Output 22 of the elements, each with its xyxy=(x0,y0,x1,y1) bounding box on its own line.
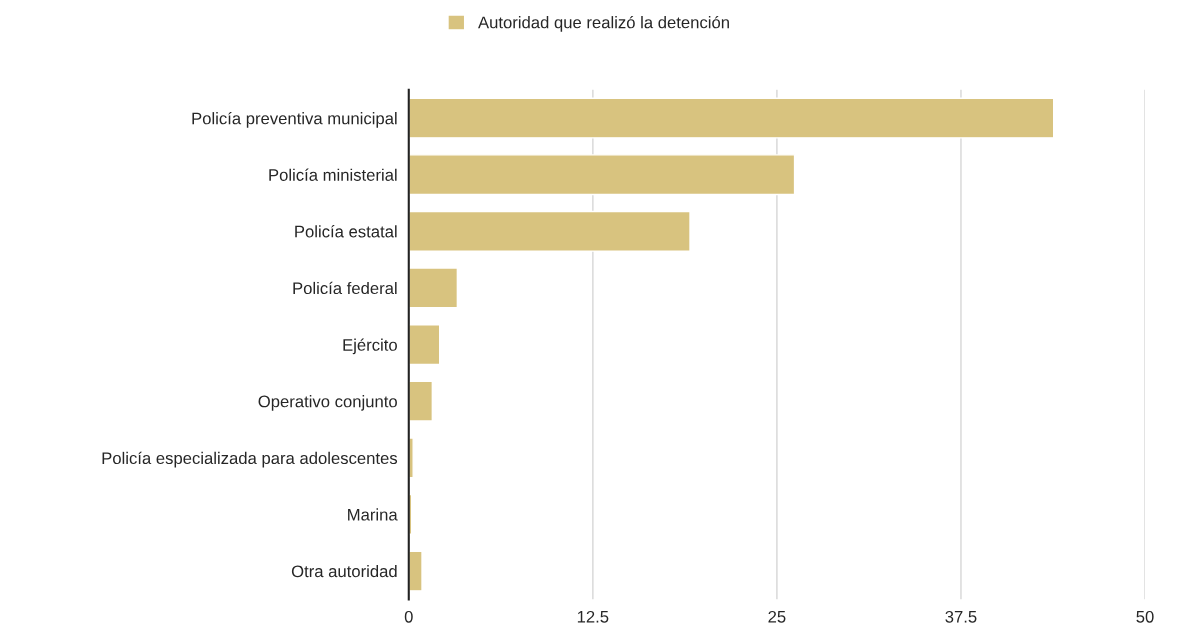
y-tick-label: Marina xyxy=(348,508,398,521)
y-tick-label: Policía preventiva municipal xyxy=(192,111,397,128)
bar xyxy=(408,210,691,252)
y-tick-label: Ejército xyxy=(343,338,397,355)
y-tick-label: Otra autoridad xyxy=(291,564,397,578)
legend-label: Autoridad que realizó la detención xyxy=(478,15,729,32)
x-tick-label: 0 xyxy=(404,610,413,623)
y-tick-label: Policía especializada para adolescentes xyxy=(102,451,398,468)
y-tick-label: Operativo conjunto xyxy=(258,395,397,411)
y-tick-label: Policía federal xyxy=(293,281,397,295)
x-tick-label: 37.5 xyxy=(945,610,977,623)
bar xyxy=(408,267,459,309)
bar xyxy=(408,380,434,422)
x-tick-label: 25 xyxy=(768,610,786,623)
bar xyxy=(408,324,441,366)
y-tick-label: Policía estatal xyxy=(295,225,397,238)
bar xyxy=(408,97,1055,139)
bar xyxy=(408,154,796,196)
y-tick-label: Policía ministerial xyxy=(269,168,397,181)
x-tick-label: 12.5 xyxy=(577,610,609,623)
bar xyxy=(408,550,423,592)
x-tick-label: 50 xyxy=(1136,610,1154,623)
